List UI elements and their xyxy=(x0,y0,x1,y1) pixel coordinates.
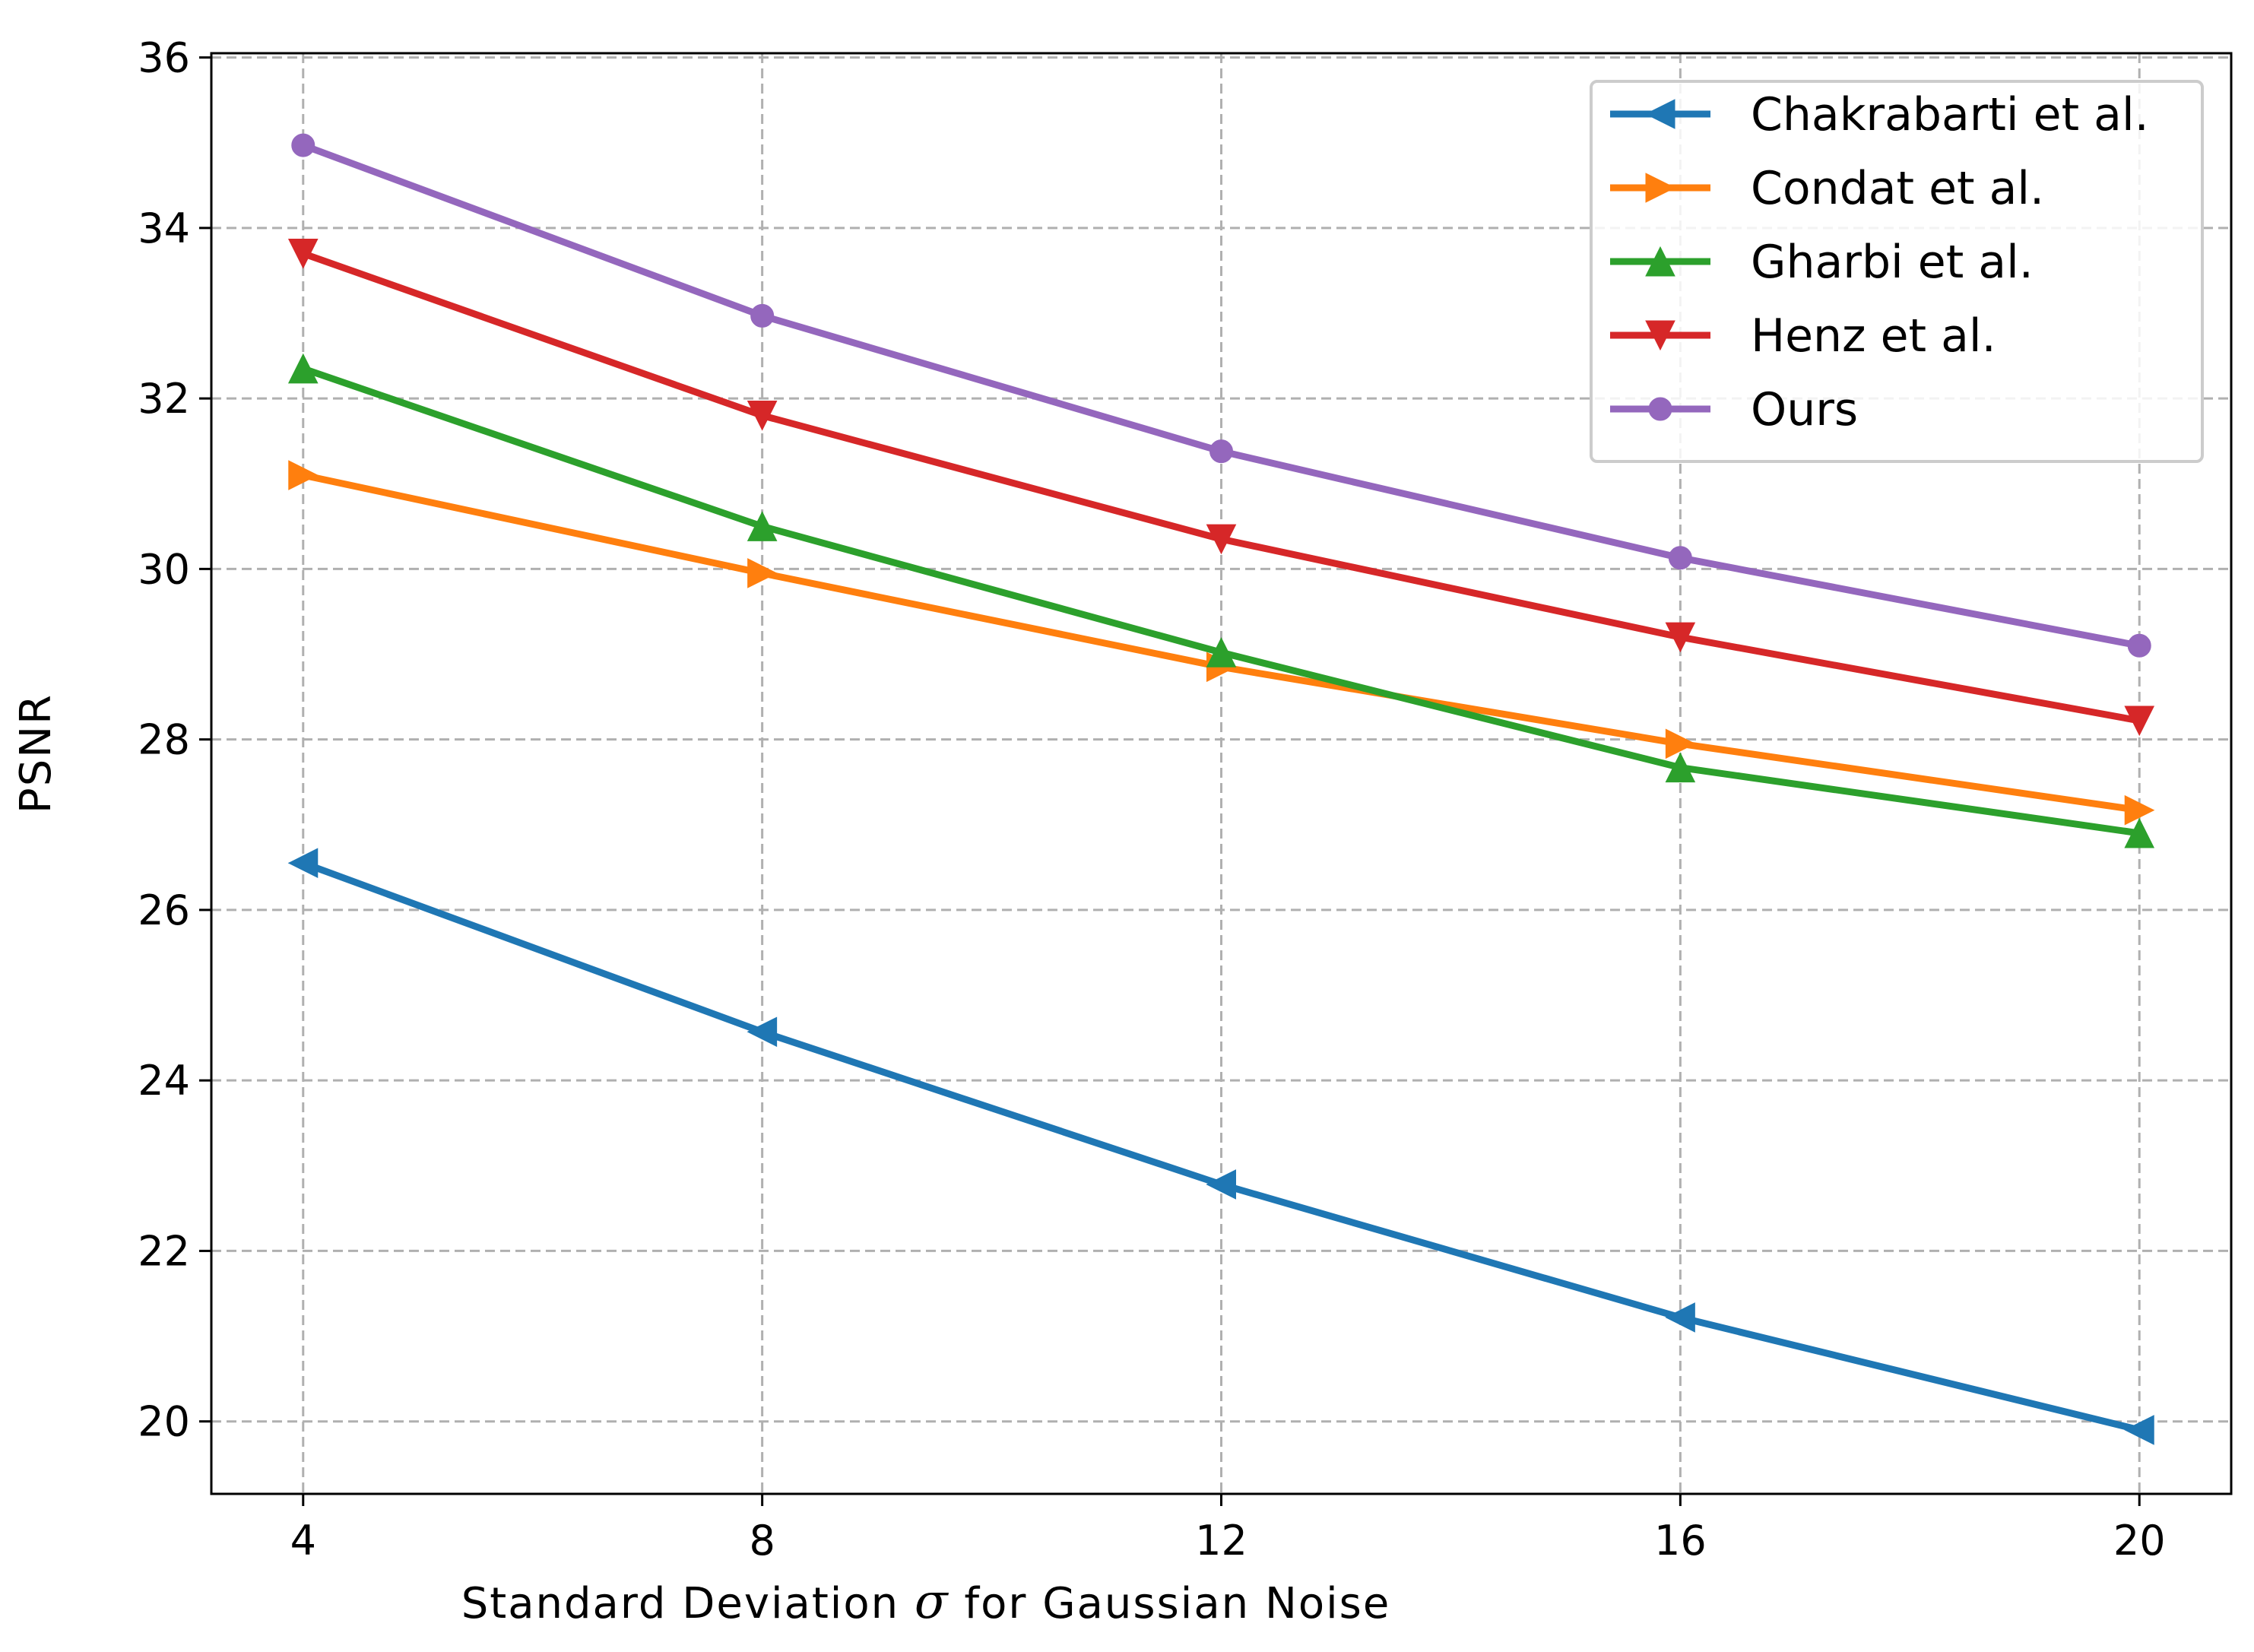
data-point-marker xyxy=(287,353,319,384)
data-point-marker xyxy=(288,460,319,490)
legend-label: Chakrabarti et al. xyxy=(1751,88,2149,141)
data-point-marker xyxy=(1206,524,1237,555)
data-point-marker xyxy=(1668,546,1692,570)
series-layer xyxy=(287,133,2155,1445)
y-tick-label: 28 xyxy=(138,716,190,764)
data-point-marker xyxy=(747,511,778,541)
data-point-marker xyxy=(2124,794,2155,826)
series-chakrabarti-et-al xyxy=(287,848,2154,1445)
legend-box xyxy=(1590,80,2204,463)
legend-item: Gharbi et al. xyxy=(1610,236,2034,289)
legend-items: Chakrabarti et al. Condat et al. Gharbi et… xyxy=(1610,88,2149,436)
data-point-marker xyxy=(2124,706,2155,737)
series-gharbi-et-al xyxy=(287,353,2155,848)
y-tick-label: 26 xyxy=(138,886,190,934)
x-tick-label: 4 xyxy=(290,1517,316,1565)
legend-item: Condat et al. xyxy=(1610,162,2044,215)
y-tick-label: 20 xyxy=(138,1398,190,1446)
x-tick-label: 16 xyxy=(1654,1517,1707,1565)
data-point-marker xyxy=(291,133,315,157)
data-point-marker xyxy=(1665,752,1696,783)
data-point-marker xyxy=(2127,633,2151,658)
x-axis-label-main: Standard Deviation xyxy=(461,1579,899,1628)
legend: Chakrabarti et al. Condat et al. Gharbi et… xyxy=(1590,80,2204,463)
x-tick-label: 12 xyxy=(1195,1517,1247,1565)
legend-item: Henz et al. xyxy=(1610,309,1996,363)
data-point-marker xyxy=(1665,728,1696,759)
legend-marker xyxy=(1648,397,1672,421)
series-henz-et-al xyxy=(287,239,2155,737)
data-point-marker xyxy=(1206,1169,1236,1200)
data-point-marker xyxy=(2124,1415,2154,1445)
series-ours xyxy=(291,133,2151,658)
y-tick-label: 30 xyxy=(138,545,190,593)
legend-label: Henz et al. xyxy=(1751,309,1996,363)
y-axis-label: PSNR xyxy=(11,693,61,813)
data-point-marker xyxy=(750,303,775,328)
legend-label: Gharbi et al. xyxy=(1751,236,2034,289)
x-tick-label: 8 xyxy=(749,1517,775,1565)
x-axis-label: Standard Deviation σ for Gaussian Noise xyxy=(461,1574,1391,1630)
legend-marker xyxy=(1645,320,1675,351)
y-tick-label: 32 xyxy=(138,375,190,423)
data-point-marker xyxy=(1206,637,1237,667)
y-tick-label: 22 xyxy=(138,1227,190,1275)
legend-label: Condat et al. xyxy=(1751,162,2044,215)
data-point-marker xyxy=(1665,622,1696,653)
data-point-marker xyxy=(1665,1302,1695,1333)
data-point-marker xyxy=(747,401,778,431)
data-point-marker xyxy=(747,1016,778,1048)
y-tick-label: 34 xyxy=(138,205,190,252)
data-point-marker xyxy=(287,848,319,879)
x-tick-label: 20 xyxy=(2113,1517,2166,1565)
legend-marker xyxy=(1645,173,1676,203)
legend-label: Ours xyxy=(1751,383,1858,436)
legend-item: Chakrabarti et al. xyxy=(1610,88,2149,141)
legend-item: Ours xyxy=(1610,383,1858,436)
data-point-marker xyxy=(2124,817,2155,848)
x-axis-label-suffix: for Gaussian Noise xyxy=(964,1579,1390,1628)
data-point-marker xyxy=(287,239,319,269)
data-point-marker xyxy=(747,558,778,588)
legend-marker xyxy=(1645,246,1675,277)
x-axis-label-sigma: σ xyxy=(915,1574,949,1630)
y-tick-label: 24 xyxy=(138,1057,190,1105)
axis-ticks: 4 8 12 16 20 20 22 24 26 28 30 32 34 36 xyxy=(138,34,2165,1565)
legend-marker xyxy=(1644,99,1675,129)
y-tick-label: 36 xyxy=(138,34,190,82)
data-point-marker xyxy=(1209,439,1233,464)
